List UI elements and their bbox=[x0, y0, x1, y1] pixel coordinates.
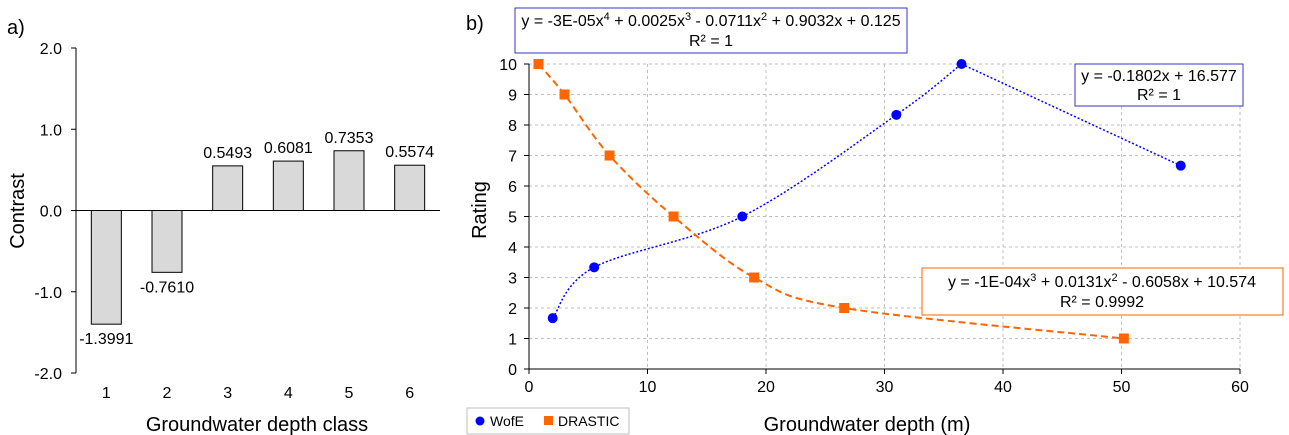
point-wofe bbox=[956, 59, 967, 69]
bar bbox=[394, 164, 426, 211]
legend-label-wofe: WofE bbox=[490, 413, 524, 429]
point-wofe bbox=[1175, 160, 1186, 171]
scatter-points bbox=[533, 59, 1186, 344]
scatter-tick-labels: 0 10 20 30 40 50 60 0 1 2 3 4 5 6 7 8 9 10 bbox=[499, 57, 1249, 396]
scatter-gridlines bbox=[529, 63, 1241, 369]
bar-chart-panel: a) Contrast Groundwater depth class -2.0… bbox=[7, 17, 440, 435]
x-tick-label: 4 bbox=[284, 385, 293, 402]
equation-text: y = -1E-04x3 + 0.0131x2 - 0.6058x + 10.5… bbox=[948, 272, 1256, 291]
bar-chart-axes bbox=[71, 47, 440, 374]
bar-value-label: -1.3991 bbox=[79, 331, 133, 348]
legend-label-drastic: DRASTIC bbox=[558, 413, 619, 429]
point-drastic bbox=[559, 89, 570, 100]
y-tick-label: -2.0 bbox=[34, 366, 62, 383]
y-tick-label: 9 bbox=[508, 88, 517, 105]
x-tick-label: 60 bbox=[1231, 379, 1249, 396]
bar bbox=[151, 210, 183, 273]
y-tick-label: 1 bbox=[508, 332, 517, 349]
bar-chart-ylabel: Contrast bbox=[7, 173, 29, 249]
x-tick-label: 0 bbox=[525, 379, 534, 396]
equation-box bbox=[921, 267, 1284, 316]
point-drastic bbox=[839, 303, 850, 313]
y-tick-label: 3 bbox=[508, 271, 517, 288]
y-tick-label: 0.0 bbox=[40, 204, 62, 221]
y-tick-label: 5 bbox=[508, 210, 517, 227]
bar bbox=[272, 160, 304, 211]
x-tick-label: 5 bbox=[345, 385, 354, 402]
point-drastic bbox=[668, 211, 679, 222]
scatter-chart-panel: b) 0 10 20 30 40 50 60 0 1 2 3 4 5 6 7 8 9 10 Rating Grou… bbox=[466, 7, 1284, 435]
trendline-equation-wofe-linear: y = -0.1802x + 16.577 R² = 1 bbox=[1074, 63, 1244, 107]
r-squared-text: R² = 1 bbox=[689, 33, 733, 50]
x-tick-label: 30 bbox=[876, 379, 894, 396]
bar-chart-xlabel: Groundwater depth class bbox=[146, 414, 368, 435]
y-tick-label: 8 bbox=[508, 118, 517, 135]
equation-box bbox=[514, 7, 908, 54]
y-tick-label: 6 bbox=[508, 179, 517, 196]
x-tick-label: 50 bbox=[1113, 379, 1131, 396]
bar-value-label: 0.6081 bbox=[264, 140, 313, 157]
point-drastic bbox=[604, 150, 615, 161]
y-tick-label: 7 bbox=[508, 149, 517, 166]
equation-text: y = -3E-05x4 + 0.0025x3 - 0.0711x2 + 0.9… bbox=[521, 11, 900, 30]
r-squared-text: R² = 1 bbox=[1137, 87, 1181, 104]
point-wofe bbox=[737, 211, 748, 222]
panel-b-label: b) bbox=[466, 13, 484, 35]
trendline-equation-wofe-poly: y = -3E-05x4 + 0.0025x3 - 0.0711x2 + 0.9… bbox=[514, 7, 908, 54]
legend-marker-wofe bbox=[475, 416, 485, 426]
x-tick-label: 10 bbox=[639, 379, 657, 396]
bar-value-label: 0.7353 bbox=[325, 130, 374, 147]
y-tick-label: 2.0 bbox=[40, 41, 62, 58]
x-tick-label: 2 bbox=[163, 385, 172, 402]
bar-chart-data-labels: -1.3991 -0.7610 0.5493 0.6081 0.7353 0.5574 bbox=[79, 130, 434, 348]
point-wofe bbox=[589, 262, 600, 273]
equation-text: y = -0.1802x + 16.577 bbox=[1081, 68, 1237, 85]
scatter-axes bbox=[524, 63, 1241, 374]
point-drastic bbox=[533, 59, 544, 69]
bar-chart-bars bbox=[90, 150, 426, 325]
y-tick-label: 0 bbox=[508, 362, 517, 379]
y-tick-label: 10 bbox=[499, 57, 517, 74]
legend: WofE DRASTIC bbox=[466, 407, 630, 435]
y-tick-label: -1.0 bbox=[34, 285, 62, 302]
equation-box bbox=[1074, 63, 1244, 107]
bar-chart-tick-labels: -2.0 -1.0 0.0 1.0 2.0 1 2 3 4 5 6 bbox=[34, 41, 414, 402]
scatter-ylabel: Rating bbox=[469, 181, 491, 239]
bar-value-label: -0.7610 bbox=[140, 279, 194, 296]
y-tick-label: 4 bbox=[508, 240, 517, 257]
point-wofe bbox=[891, 109, 902, 120]
trendline-drastic-polynomial bbox=[537, 63, 1125, 340]
y-tick-label: 2 bbox=[508, 301, 517, 318]
point-drastic bbox=[1118, 333, 1129, 344]
bar bbox=[212, 165, 244, 211]
legend-marker-drastic bbox=[544, 416, 553, 425]
bar bbox=[90, 210, 122, 325]
trendline-equation-drastic: y = -1E-04x3 + 0.0131x2 - 0.6058x + 10.5… bbox=[921, 267, 1284, 316]
x-tick-label: 1 bbox=[102, 385, 111, 402]
x-tick-label: 3 bbox=[223, 385, 232, 402]
bar bbox=[333, 150, 365, 212]
point-wofe bbox=[547, 313, 558, 324]
x-tick-label: 20 bbox=[757, 379, 775, 396]
scatter-xlabel: Groundwater depth (m) bbox=[764, 414, 971, 435]
x-tick-label: 40 bbox=[994, 379, 1012, 396]
r-squared-text: R² = 0.9992 bbox=[1060, 294, 1144, 311]
bar-value-label: 0.5574 bbox=[385, 144, 434, 161]
y-tick-label: 1.0 bbox=[40, 122, 62, 139]
x-tick-label: 6 bbox=[405, 385, 414, 402]
panel-a-label: a) bbox=[7, 17, 25, 39]
bar-value-label: 0.5493 bbox=[203, 145, 252, 162]
trendline-wofe-linear bbox=[961, 63, 1182, 167]
point-drastic bbox=[749, 272, 760, 283]
